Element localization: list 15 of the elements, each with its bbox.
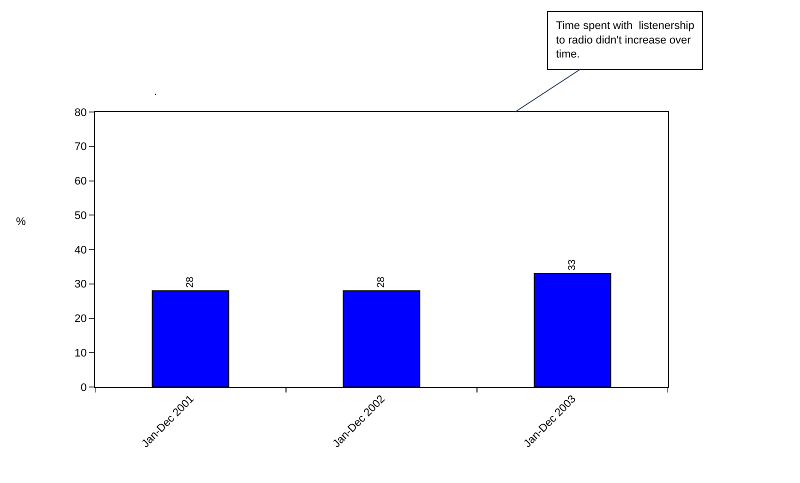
text: .	[154, 86, 158, 98]
y-tick-label: 70	[74, 141, 87, 154]
y-tick-label: 0	[80, 382, 87, 394]
y-tick-label: 20	[74, 313, 87, 326]
data-label: 28	[376, 276, 387, 288]
text: Time spent with listenership to radio didn't increase over time.	[556, 20, 694, 61]
y-tick-label: 10	[74, 347, 87, 360]
y-tick-label: 30	[74, 278, 87, 291]
y-tick-label: 40	[74, 244, 87, 256]
data-label: 33	[567, 259, 578, 271]
y-axis-title: %	[16, 216, 26, 228]
y-tick-label: 80	[74, 106, 87, 119]
y-tick-label: 50	[74, 210, 87, 222]
y-tick-label: 60	[74, 176, 87, 188]
data-label: 28	[185, 276, 196, 288]
